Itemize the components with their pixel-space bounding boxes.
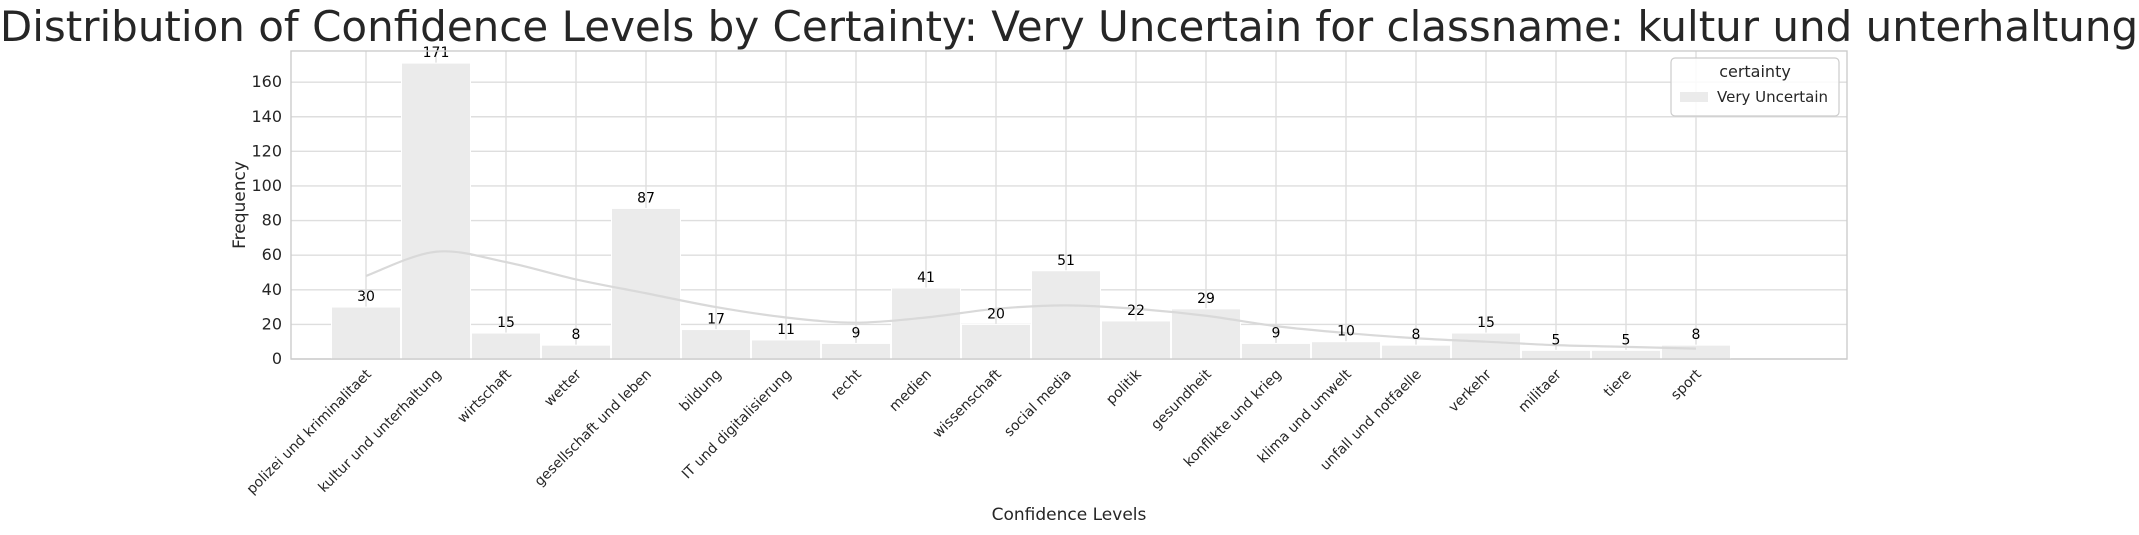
data-label: 15: [497, 315, 515, 331]
bar: [961, 323, 1031, 360]
y-tick-label: 0: [272, 349, 282, 368]
x-tick-label: politik: [1103, 366, 1145, 408]
data-label: 5: [1552, 332, 1561, 348]
data-label: 10: [1337, 324, 1355, 340]
x-tick-label: militaer: [1516, 366, 1565, 415]
y-tick-label: 160: [251, 72, 282, 91]
bar: [821, 342, 891, 360]
bar: [1171, 308, 1241, 360]
data-label: 171: [423, 45, 450, 61]
y-tick-label: 40: [262, 280, 282, 299]
x-tick-label: wirtschaft: [455, 366, 516, 427]
x-tick-label: gesellschaft und leben: [532, 367, 655, 490]
data-label: 17: [707, 312, 725, 328]
data-label: 87: [637, 190, 655, 206]
bar: [751, 339, 821, 360]
data-label: 9: [1272, 325, 1281, 341]
x-tick-label: bildung: [677, 367, 725, 415]
y-tick-label: 140: [251, 107, 282, 126]
y-tick-label: 20: [262, 314, 282, 333]
y-tick-label: 80: [262, 211, 282, 230]
y-axis-label: Frequency: [230, 161, 250, 249]
plot-frame: [290, 50, 1848, 360]
bar: [401, 62, 471, 360]
data-label: 22: [1127, 303, 1145, 319]
x-tick-label: polizei und kriminalitaet: [244, 366, 375, 497]
data-label: 41: [917, 270, 935, 286]
y-tick-label: 120: [251, 141, 282, 160]
bar: [1311, 341, 1381, 360]
bar: [1101, 320, 1171, 360]
y-tick-label: 100: [251, 176, 282, 195]
bar: [1521, 349, 1591, 360]
bar: [541, 344, 611, 360]
x-tick-label: wetter: [541, 366, 585, 410]
x-axis-label: Confidence Levels: [992, 505, 1147, 525]
data-label: 15: [1477, 315, 1495, 331]
bar: [611, 207, 681, 360]
bar: [471, 332, 541, 360]
x-tick-label: sport: [1668, 366, 1705, 403]
x-tick-label: gesundheit: [1148, 366, 1215, 433]
bar: [1031, 270, 1101, 360]
data-label: 29: [1197, 291, 1215, 307]
bar: [331, 306, 401, 360]
legend-title: certainty: [1719, 62, 1791, 81]
x-tick-label: kultur und unterhaltung: [315, 367, 444, 496]
data-label: 8: [572, 327, 581, 343]
legend-entry: Very Uncertain: [1717, 88, 1828, 106]
x-tick-label: medien: [886, 367, 934, 415]
bar: [891, 287, 961, 360]
legend-swatch: [1680, 92, 1708, 102]
bar: [1591, 349, 1661, 360]
x-tick-label: wissenschaft: [930, 366, 1005, 441]
x-tick-label: recht: [828, 366, 865, 403]
data-label: 51: [1057, 253, 1075, 269]
x-tick-label: verkehr: [1446, 366, 1495, 415]
x-tick-label: tiere: [1601, 367, 1635, 401]
kde-line: [365, 250, 1697, 350]
bar: [1381, 344, 1451, 360]
data-label: 30: [357, 289, 375, 305]
legend-box: [1670, 57, 1840, 117]
data-label: 8: [1412, 327, 1421, 343]
bar: [1241, 342, 1311, 360]
chart-title: Distribution of Confidence Levels by Cer…: [0, 2, 2138, 51]
data-label: 20: [987, 306, 1005, 322]
bar: [681, 329, 751, 360]
data-label: 5: [1622, 332, 1631, 348]
data-label: 8: [1692, 327, 1701, 343]
data-label: 11: [777, 322, 795, 338]
y-tick-label: 60: [262, 245, 282, 264]
bar: [1451, 332, 1521, 360]
x-tick-label: social media: [1001, 367, 1075, 441]
data-label: 9: [852, 325, 861, 341]
